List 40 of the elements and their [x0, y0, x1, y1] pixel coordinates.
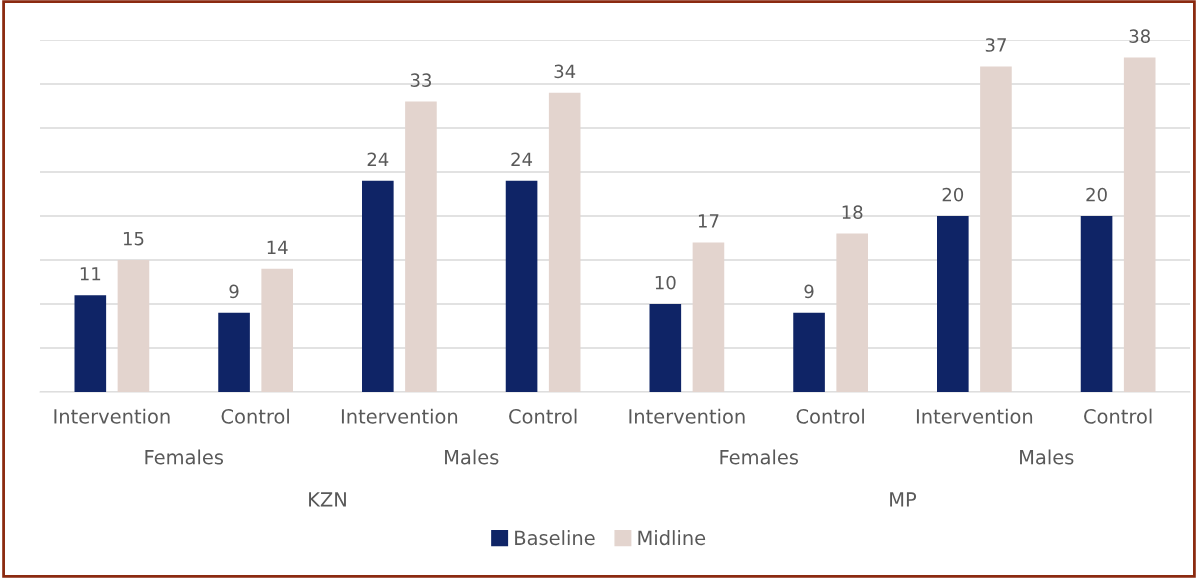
x-tick-label: Intervention — [916, 408, 1033, 424]
text: Males — [445, 449, 499, 465]
data-label: 33 — [410, 73, 431, 87]
data-label: 20 — [1086, 187, 1107, 202]
legend-label: Midline — [638, 530, 706, 546]
data-label: 18 — [842, 205, 863, 219]
x-tick-label: Control — [796, 408, 864, 424]
data-label: 24 — [367, 152, 389, 166]
bar — [793, 312, 825, 392]
data-label: 15 — [123, 231, 144, 246]
bar — [362, 180, 394, 392]
data-label: 11 — [80, 267, 101, 281]
text: Females — [720, 449, 799, 465]
x-tick-label: Control — [221, 408, 289, 424]
data-label: 34 — [554, 64, 576, 79]
text: Males — [1020, 449, 1074, 465]
data-label: 17 — [698, 214, 719, 228]
data-label: 9 — [804, 284, 814, 299]
data-label: 24 — [511, 152, 533, 166]
bar — [649, 304, 682, 392]
data-label: 10 — [655, 275, 676, 290]
bar — [218, 312, 250, 392]
text: KZN — [309, 492, 346, 507]
data-label: 38 — [1129, 29, 1150, 43]
bar — [1080, 216, 1113, 392]
data-label: 20 — [942, 187, 964, 202]
legend-label: Baseline — [515, 530, 595, 546]
text: Females — [145, 449, 224, 465]
data-label: 37 — [985, 38, 1006, 52]
data-label: 9 — [229, 284, 239, 299]
x-tick-label: Intervention — [341, 408, 458, 424]
x-tick-label: Control — [509, 408, 577, 424]
x-tick-label: Intervention — [629, 408, 745, 424]
bar — [505, 180, 538, 392]
x-tick-label: Control — [1084, 408, 1152, 424]
bar — [74, 295, 107, 392]
data-label: 14 — [267, 240, 288, 254]
x-tick-label: Intervention — [54, 408, 170, 424]
bar — [937, 216, 969, 392]
text: MP — [890, 492, 917, 507]
